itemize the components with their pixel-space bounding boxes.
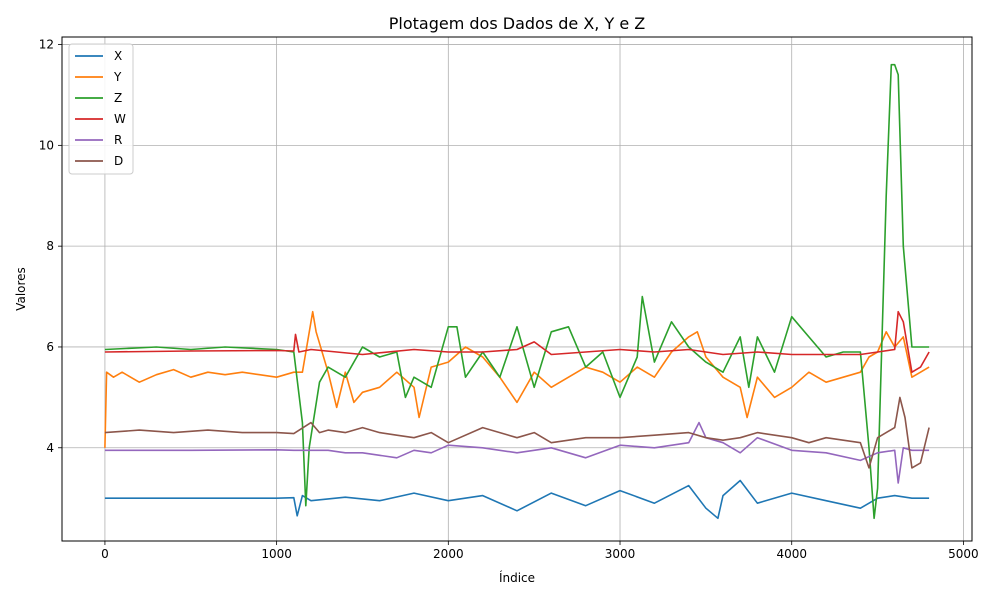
legend-label-w: W (114, 112, 126, 126)
x-tick-label: 3000 (605, 547, 636, 561)
legend-label-z: Z (114, 91, 122, 105)
chart-title: Plotagem dos Dados de X, Y e Z (389, 14, 646, 33)
series-line-r (104, 421, 930, 484)
axis-ticks: 0 1000 2000 3000 4000 5000 4 6 8 10 12 (39, 38, 979, 561)
legend-label-y: Y (113, 70, 122, 84)
y-tick-label: 6 (46, 340, 54, 354)
y-tick-label: 4 (46, 441, 54, 455)
series-lines (104, 63, 930, 520)
y-tick-label: 12 (39, 38, 54, 52)
legend-label-d: D (114, 154, 123, 168)
y-tick-label: 10 (39, 138, 54, 152)
y-axis-label: Valores (14, 267, 28, 311)
axes-frame (61, 36, 973, 542)
legend-label-r: R (114, 133, 122, 147)
x-tick-label: 0 (101, 547, 109, 561)
series-line-z (104, 63, 930, 520)
y-tick-label: 8 (46, 239, 54, 253)
series-line-x (104, 479, 930, 520)
series-line-w (104, 310, 930, 374)
x-tick-label: 5000 (948, 547, 979, 561)
legend-box (68, 43, 134, 175)
series-line-d (104, 396, 930, 469)
x-tick-label: 1000 (261, 547, 292, 561)
x-tick-label: 4000 (776, 547, 807, 561)
x-tick-label: 2000 (433, 547, 464, 561)
x-axis-label: Índice (499, 570, 535, 585)
legend-label-x: X (114, 49, 122, 63)
grid-lines (62, 37, 972, 541)
